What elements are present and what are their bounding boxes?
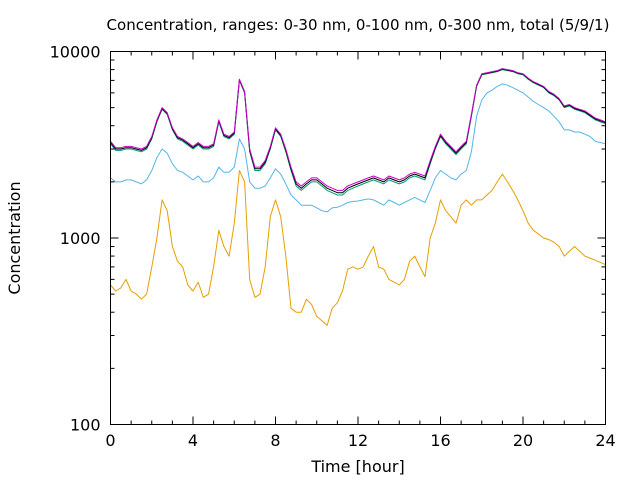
x-tick-label: 4 [188,431,198,450]
ticks-layer: 0 4 8 12 16 20 24 100 1000 10000 [50,43,616,451]
x-tick-label: 16 [430,431,450,450]
series-line-5 [110,68,606,191]
x-tick-label: 8 [270,431,280,450]
x-tick-label: 20 [513,431,533,450]
series-line-1 [110,170,606,326]
y-tick-label: 10000 [50,43,101,62]
y-tick-label: 1000 [60,229,101,248]
plot-frame [110,51,606,425]
series-line-3 [110,69,606,196]
series-line-2 [110,83,606,213]
chart-title: Concentration, ranges: 0-30 nm, 0-100 nm… [107,16,610,34]
y-axis-label: Concentration [5,181,24,294]
y-tick-label: 100 [70,416,101,435]
x-tick-label: 0 [105,431,115,450]
x-tick-label: 24 [595,431,615,450]
series-layer [110,68,606,326]
x-axis-label: Time [hour] [310,457,404,476]
x-tick-label: 12 [348,431,368,450]
